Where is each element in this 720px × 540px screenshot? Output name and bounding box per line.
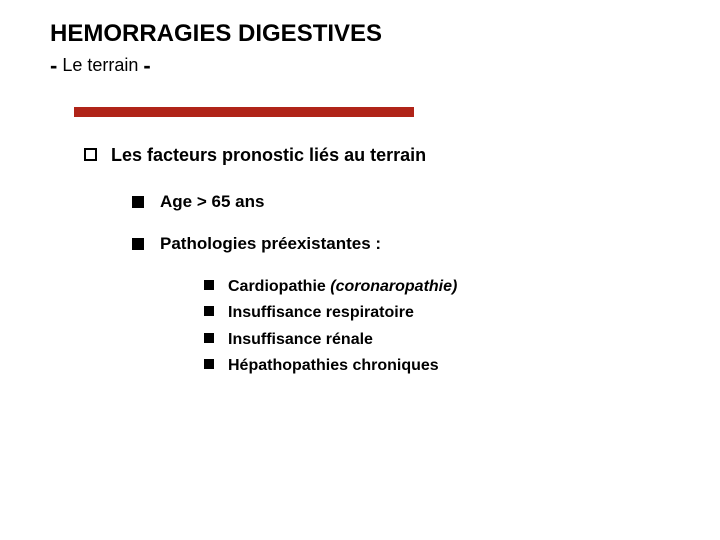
level3-text: Insuffisance respiratoire xyxy=(228,302,414,324)
level1-text: Les facteurs pronostic liés au terrain xyxy=(111,145,426,166)
bullet-level2: Age > 65 ans xyxy=(132,192,680,212)
level3-text: Insuffisance rénale xyxy=(228,329,373,351)
square-filled-icon xyxy=(204,359,214,369)
level3-bold: Insuffisance respiratoire xyxy=(228,304,414,321)
bullet-level3: Hépathopathies chroniques xyxy=(204,355,680,377)
square-filled-icon xyxy=(204,333,214,343)
square-filled-icon xyxy=(132,196,144,208)
bullet-level3: Cardiopathie (coronaropathie) xyxy=(204,276,680,298)
square-open-icon xyxy=(84,148,97,161)
level3-text: Cardiopathie (coronaropathie) xyxy=(228,276,457,298)
level2-text: Pathologies préexistantes : xyxy=(160,234,381,254)
dash-right: - xyxy=(143,53,150,78)
slide: HEMORRAGIES DIGESTIVES - Le terrain - Le… xyxy=(0,0,720,540)
slide-subtitle: - Le terrain - xyxy=(50,53,680,79)
bullet-level1: Les facteurs pronostic liés au terrain xyxy=(84,145,680,166)
bullet-level2: Pathologies préexistantes : xyxy=(132,234,680,254)
square-filled-icon xyxy=(132,238,144,250)
level2-text: Age > 65 ans xyxy=(160,192,264,212)
level3-bold: Insuffisance rénale xyxy=(228,331,373,348)
bullet-level3: Insuffisance respiratoire xyxy=(204,302,680,324)
level3-bold: Cardiopathie xyxy=(228,278,330,295)
square-filled-icon xyxy=(204,306,214,316)
bullet-level3: Insuffisance rénale xyxy=(204,329,680,351)
slide-title: HEMORRAGIES DIGESTIVES xyxy=(50,20,680,49)
red-divider-bar xyxy=(74,107,414,117)
subtitle-text: Le terrain xyxy=(62,55,138,75)
level3-italic: (coronaropathie) xyxy=(330,278,457,295)
level3-text: Hépathopathies chroniques xyxy=(228,355,439,377)
dash-left: - xyxy=(50,53,57,78)
level3-bold: Hépathopathies chroniques xyxy=(228,357,439,374)
square-filled-icon xyxy=(204,280,214,290)
